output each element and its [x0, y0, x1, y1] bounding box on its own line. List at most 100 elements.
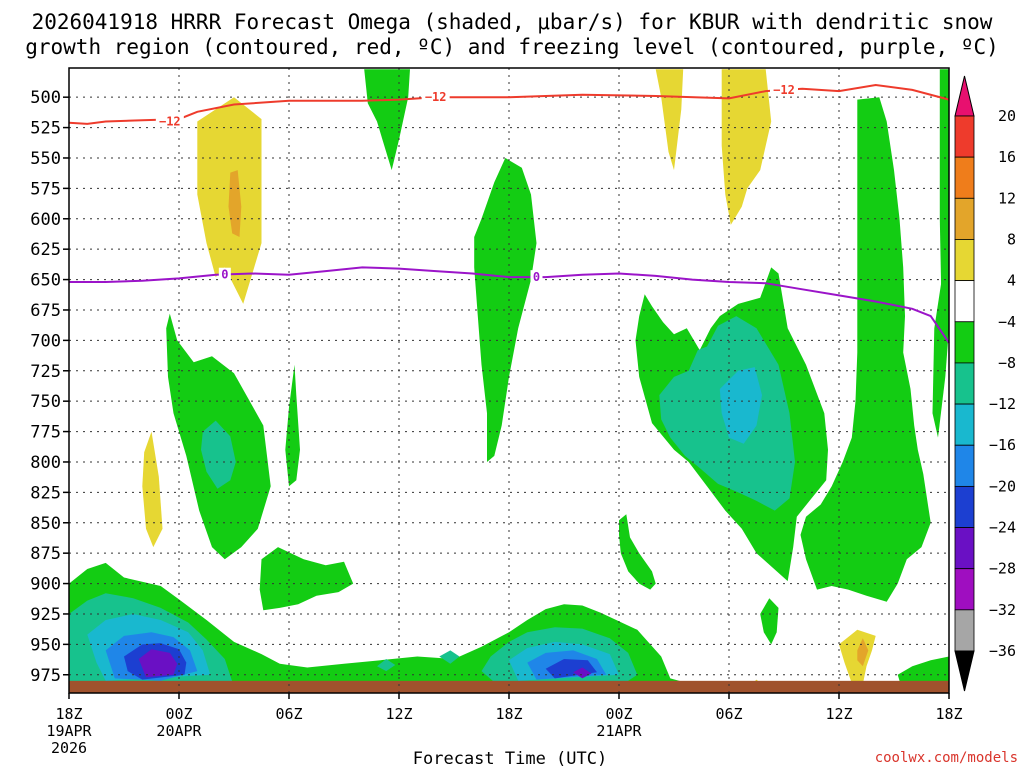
colorbar-label-2: 12 [998, 189, 1016, 207]
y-tick-label-975: 975 [30, 666, 61, 686]
colorbar-segment-0 [954, 115, 975, 158]
y-tick-label-525: 525 [30, 119, 61, 139]
y-tick-label-900: 900 [30, 575, 61, 595]
dendritic-growth-minus12-label-bg-2 [770, 82, 798, 96]
omega-region-10 [201, 420, 236, 489]
colorbar-label-12: −32 [989, 601, 1016, 619]
y-tick-label-800: 800 [30, 453, 61, 473]
colorbar-segment-2 [954, 197, 975, 240]
x-tick-label-5: 00Z [605, 705, 632, 723]
colorbar-segment-12 [954, 609, 975, 652]
terrain-surface [69, 680, 949, 693]
y-tick-label-600: 600 [30, 210, 61, 230]
colorbar-segment-3 [954, 239, 975, 282]
colorbar-label-11: −28 [989, 560, 1016, 578]
y-tick-label-875: 875 [30, 544, 61, 564]
omega-region-31 [573, 667, 592, 679]
x-axis-label: Forecast Time (UTC) [413, 749, 607, 768]
x-tick-label-3: 12Z [385, 705, 412, 723]
y-tick-label-950: 950 [30, 635, 61, 655]
omega-region-8 [474, 158, 537, 462]
y-tick-label-550: 550 [30, 149, 61, 169]
chart-title-line2: growth region (contoured, red, ºC) and f… [25, 35, 999, 59]
y-tick-label-575: 575 [30, 179, 61, 199]
omega-region-1 [228, 170, 242, 237]
omega-region-11 [285, 364, 300, 487]
colorbar-label-13: −36 [989, 642, 1016, 660]
omega-region-26 [138, 649, 178, 678]
omega-colorbar: 20 16 12 8 4 −4 −8 −12 −16 −20 −24 −28 −32 −36 [954, 75, 1016, 692]
chart-title-line1: 2026041918 HRRR Forecast Omega (shaded, … [32, 10, 993, 34]
colorbar-label-4: 4 [1007, 272, 1016, 290]
omega-region-5 [839, 629, 876, 693]
pressure-axis: 500 525 550 575 600 625 650 675 700 725 750 775 800 8… [30, 88, 69, 686]
omega-region-20 [760, 598, 779, 645]
colorbar-segment-5 [954, 321, 975, 364]
colorbar-label-7: −12 [989, 395, 1016, 413]
omega-region-18 [259, 547, 354, 611]
colorbar-top-triangle [954, 75, 975, 117]
omega-region-3 [655, 69, 684, 171]
colorbar-segment-9 [954, 485, 975, 528]
colorbar-segment-8 [954, 444, 975, 487]
colorbar-label-9: −20 [989, 477, 1016, 495]
omega-region-6 [857, 638, 869, 667]
colorbar-label-1: 16 [998, 148, 1016, 166]
x-tick-date-0: 19APR [46, 722, 92, 740]
dendritic-growth-minus12-label-bg-1 [421, 90, 450, 104]
x-tick-label-6: 06Z [715, 705, 742, 723]
colorbar-segment-6 [954, 362, 975, 405]
omega-region-2 [142, 431, 163, 548]
freezing-level-0-label-bg-1 [530, 270, 543, 284]
colorbar-segment-1 [954, 156, 975, 199]
omega-region-19 [619, 514, 656, 590]
colorbar-segment-10 [954, 527, 975, 570]
dendritic-growth-minus12-label-2: −12 [773, 83, 795, 97]
omega-shaded-regions [69, 69, 949, 693]
x-tick-label-0: 18Z [55, 705, 82, 723]
x-tick-date-5: 21APR [596, 722, 642, 740]
y-tick-label-625: 625 [30, 240, 61, 260]
y-tick-label-650: 650 [30, 271, 61, 291]
dendritic-growth-minus12-label-bg-0 [155, 114, 184, 128]
omega-region-7 [364, 69, 410, 171]
colorbar-label-0: 20 [998, 107, 1016, 125]
omega-region-15 [800, 97, 931, 602]
omega-region-32 [377, 659, 396, 672]
freezing-level-0-label-0: 0 [221, 268, 228, 282]
colorbar-label-8: −16 [989, 436, 1016, 454]
y-tick-label-825: 825 [30, 483, 61, 503]
colorbar-segment-7 [954, 403, 975, 446]
freezing-level-0-label-bg-0 [218, 267, 231, 281]
x-tick-label-2: 06Z [275, 705, 302, 723]
y-tick-label-775: 775 [30, 423, 61, 443]
y-tick-label-675: 675 [30, 301, 61, 321]
x-tick-year-0: 2026 [51, 739, 87, 757]
colorbar-label-10: −24 [989, 519, 1016, 537]
x-tick-label-4: 18Z [495, 705, 522, 723]
omega-region-4 [721, 69, 772, 225]
colorbar-label-6: −8 [998, 354, 1016, 372]
y-tick-label-700: 700 [30, 331, 61, 351]
dendritic-growth-minus12-label-1: −12 [425, 90, 447, 104]
colorbar-segment-4 [954, 280, 975, 323]
temperature-contours: −12 −12 −12 0 0 [68, 82, 950, 344]
y-tick-label-850: 850 [30, 514, 61, 534]
dendritic-growth-minus12-label-0: −12 [159, 115, 181, 129]
x-tick-label-8: 18Z [935, 705, 962, 723]
omega-region-17 [939, 69, 949, 341]
colorbar-bottom-triangle [954, 650, 975, 692]
x-tick-label-7: 12Z [825, 705, 852, 723]
colorbar-label-5: −4 [998, 313, 1016, 331]
y-tick-label-750: 750 [30, 392, 61, 412]
y-tick-label-500: 500 [30, 88, 61, 108]
credit-text: coolwx.com/models [875, 750, 1018, 766]
colorbar-segment-11 [954, 568, 975, 611]
omega-region-14 [719, 367, 762, 444]
y-tick-label-925: 925 [30, 605, 61, 625]
freezing-level-0-label-1: 0 [533, 270, 540, 284]
x-tick-label-1: 00Z [165, 705, 192, 723]
x-tick-date-1: 20APR [156, 722, 202, 740]
